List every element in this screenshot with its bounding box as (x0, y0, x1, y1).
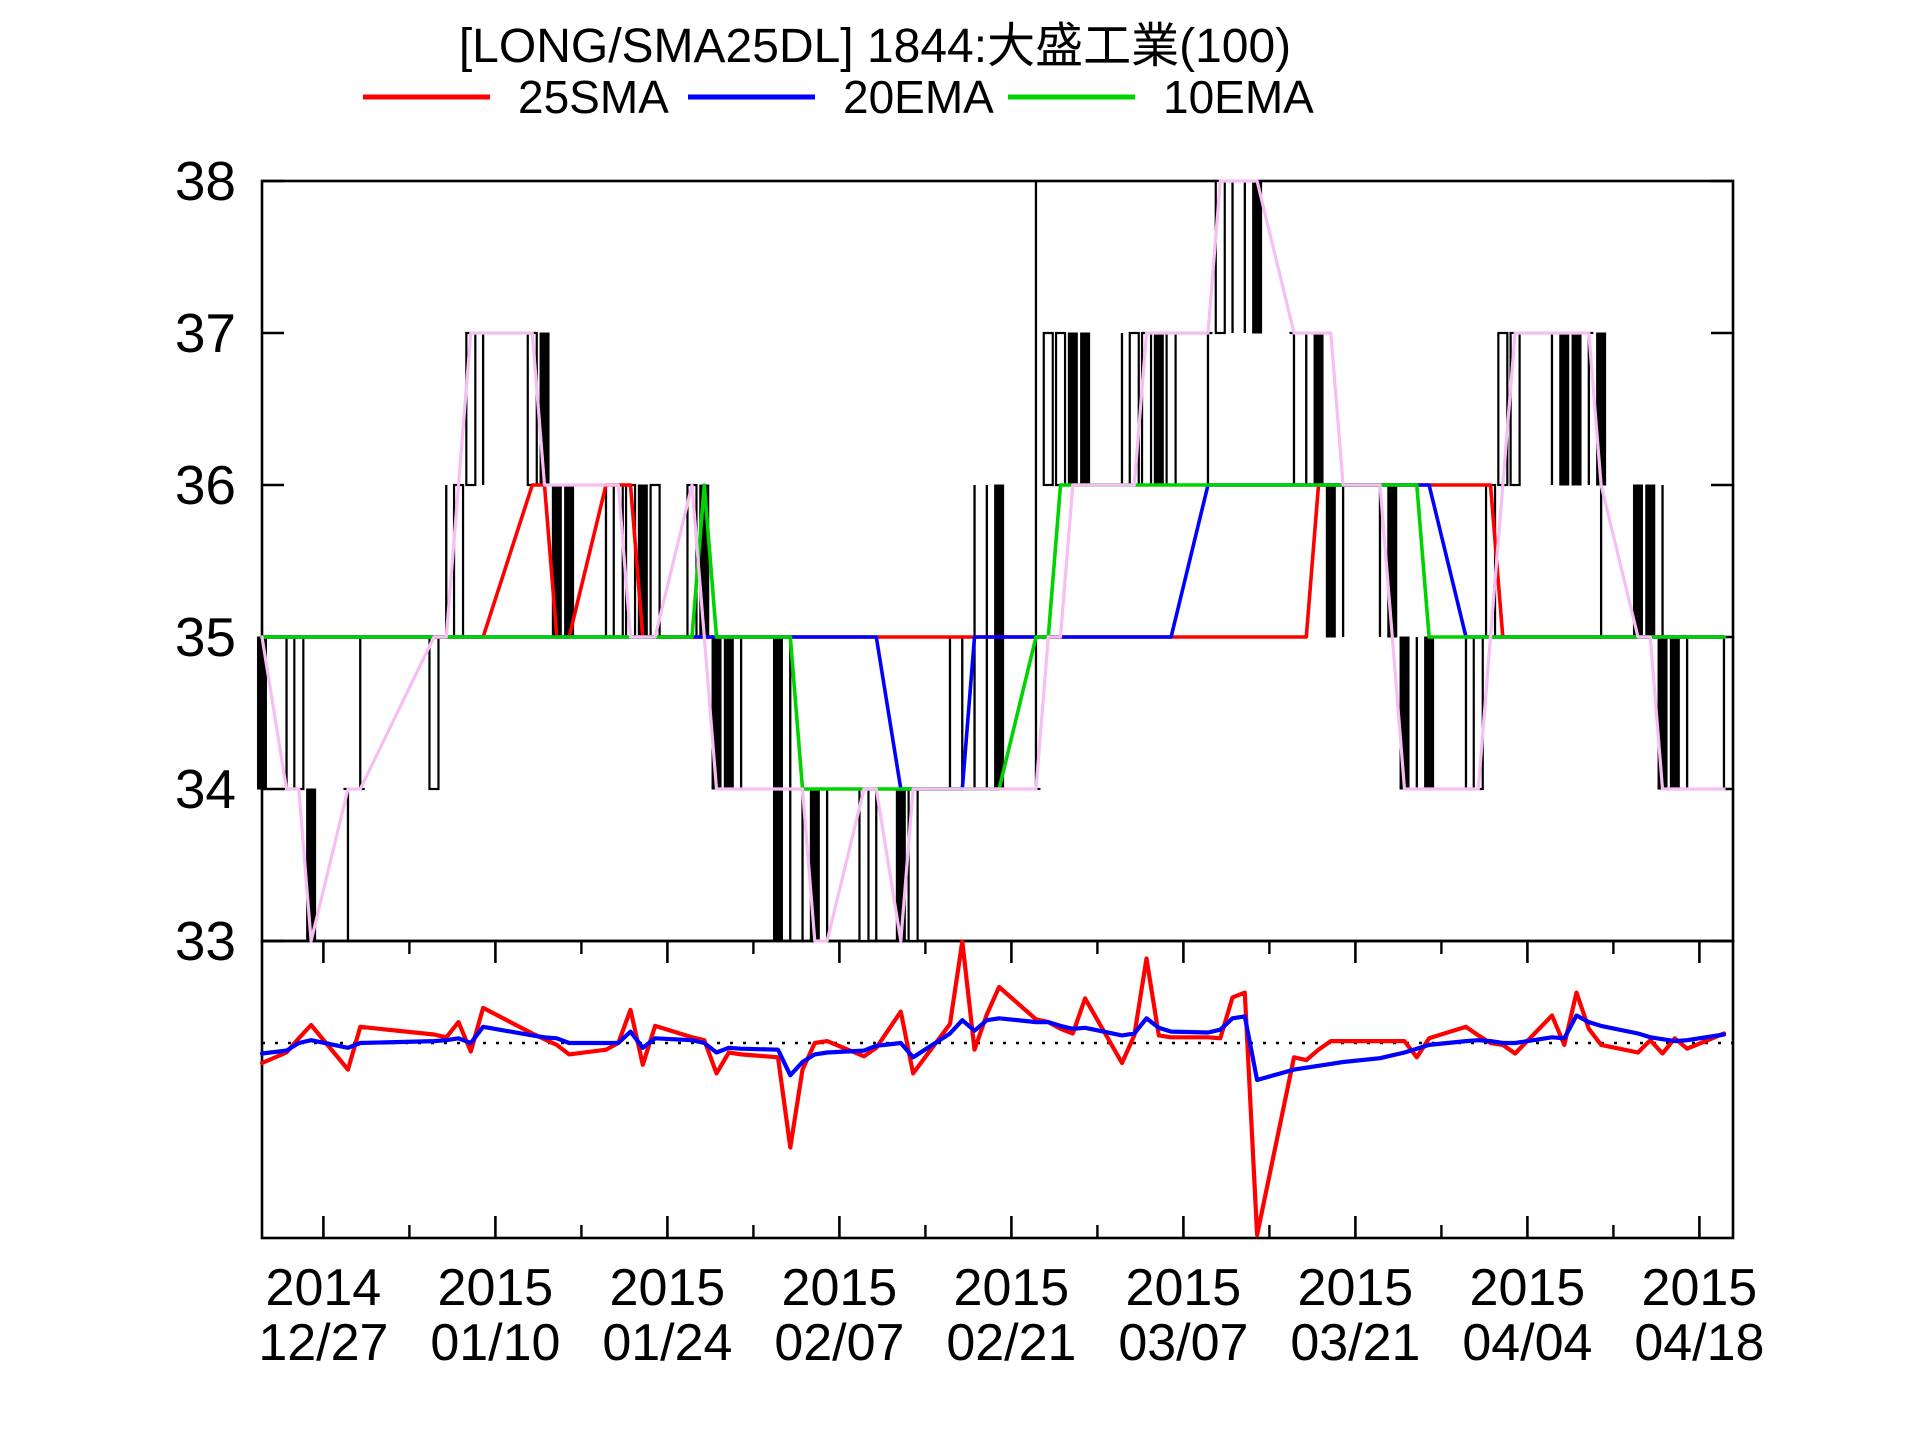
candle-down (723, 636, 734, 790)
candle-up (1054, 331, 1067, 487)
candle-down (1669, 636, 1680, 790)
deviation-blue-line (259, 1013, 1727, 1083)
chart-title: [LONG/SMA25DL] 1844:大盛工業(100) (459, 20, 1291, 73)
y-tick-label: 36 (175, 454, 236, 516)
candle-up (649, 483, 661, 639)
deviation-red-line (259, 939, 1727, 1238)
y-tick-label: 34 (175, 758, 236, 820)
x-tick-year: 2015 (954, 1259, 1070, 1317)
candle-up (1042, 331, 1054, 487)
x-tick-date: 01/24 (602, 1314, 732, 1372)
x-tick-date: 03/21 (1290, 1314, 1420, 1372)
candle-down (1080, 332, 1091, 486)
x-tick-date: 12/27 (258, 1314, 388, 1372)
x-tick-date: 01/10 (430, 1314, 560, 1372)
y-tick-label: 38 (175, 150, 236, 212)
candle-down (1645, 484, 1656, 638)
candle-down (564, 484, 575, 638)
x-tick-date: 03/07 (1118, 1314, 1248, 1372)
x-tick-year: 2015 (782, 1259, 898, 1317)
sub-series-layer (259, 939, 1727, 1238)
sub-panel-border (260, 939, 1735, 1240)
sma25-line (260, 483, 1726, 639)
candle-down (1313, 332, 1324, 486)
price-line (260, 179, 1726, 943)
candles-layer (256, 179, 1729, 943)
x-axis-labels: 201412/27201501/10201501/24201502/072015… (258, 1259, 1764, 1372)
x-tick-date: 04/18 (1634, 1314, 1764, 1372)
candle-down (1153, 332, 1164, 486)
candle-down (1252, 180, 1263, 334)
y-tick-label: 37 (175, 302, 236, 364)
x-tick-date: 04/04 (1462, 1314, 1592, 1372)
x-tick-year: 2015 (1298, 1259, 1414, 1317)
candle-down (1632, 484, 1643, 638)
x-tick-year: 2015 (1642, 1259, 1758, 1317)
y-tick-label: 35 (175, 606, 236, 668)
x-tick-date: 02/07 (774, 1314, 904, 1372)
candle-down (1325, 484, 1336, 638)
x-tick-year: 2014 (266, 1259, 382, 1317)
legend: 25SMA 20EMA 10EMA (363, 71, 1314, 123)
candle-down (1571, 332, 1582, 486)
candle-up (858, 787, 870, 943)
candle-up (1165, 331, 1177, 487)
ema10-line (260, 483, 1726, 791)
y-axis-labels: 33 34 35 36 37 38 (175, 150, 236, 972)
legend-label-20EMA: 20EMA (843, 71, 994, 123)
x-tick-year: 2015 (610, 1259, 726, 1317)
legend-label-10EMA: 10EMA (1163, 71, 1314, 123)
x-tick-year: 2015 (1126, 1259, 1242, 1317)
y-tick-label: 33 (175, 910, 236, 972)
main-series-layer (260, 179, 1726, 943)
candle-up (293, 635, 305, 791)
axes-layer (260, 179, 1735, 1240)
candle-down (1067, 332, 1078, 486)
candle-up (428, 635, 440, 791)
candle-down (1559, 332, 1570, 486)
candle-down (1424, 636, 1435, 790)
x-tick-year: 2015 (1470, 1259, 1586, 1317)
chart-header: [LONG/SMA25DL] 1844:大盛工業(100) (459, 20, 1291, 73)
x-tick-date: 02/21 (946, 1314, 1076, 1372)
x-tick-year: 2015 (438, 1259, 554, 1317)
legend-label-25SMA: 25SMA (518, 71, 669, 123)
